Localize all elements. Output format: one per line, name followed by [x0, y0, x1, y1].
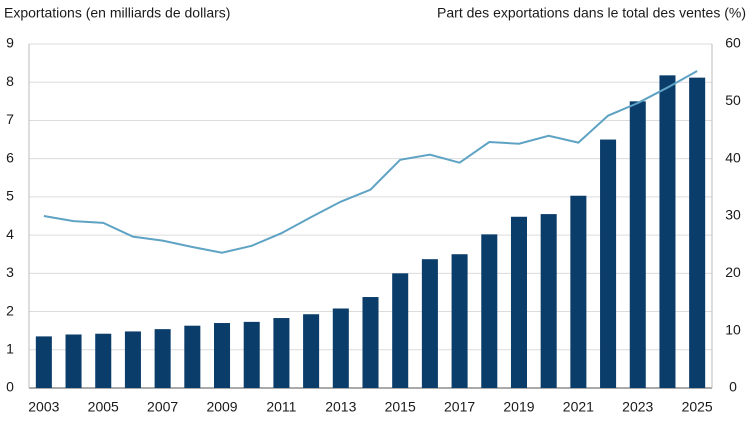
x-tick-label: 2021 [563, 399, 594, 415]
y-tick-label: 9 [6, 35, 14, 51]
bar [481, 234, 498, 388]
y-tick-label: 8 [6, 73, 14, 89]
y2-tick-label: 60 [725, 35, 741, 51]
bar [303, 314, 320, 388]
bar [154, 329, 171, 388]
y2-tick-label: 10 [725, 321, 741, 337]
y-tick-label: 5 [6, 188, 14, 204]
bar [689, 77, 706, 388]
y-tick-label: 0 [6, 379, 14, 395]
y-tick-label: 2 [6, 302, 14, 318]
x-tick-label: 2019 [503, 399, 534, 415]
y-tick-label: 6 [6, 149, 14, 165]
y2-tick-label: 40 [725, 149, 741, 165]
y-tick-label: 3 [6, 264, 14, 280]
x-tick-label: 2005 [88, 399, 119, 415]
bar [600, 139, 617, 388]
x-tick-label: 2013 [325, 399, 356, 415]
y-tick-label: 7 [6, 111, 14, 127]
y-tick-label: 4 [6, 226, 14, 242]
y2-axis-title: Part des exportations dans le total des … [437, 5, 746, 21]
bar [451, 254, 468, 388]
y-axis-title: Exportations (en milliards de dollars) [4, 5, 230, 21]
bar [35, 336, 52, 388]
x-tick-label: 2003 [28, 399, 59, 415]
y2-tick-label: 0 [729, 379, 737, 395]
bar [65, 334, 82, 388]
y-tick-label: 1 [6, 340, 14, 356]
bar [362, 297, 379, 388]
bar [421, 259, 438, 388]
bar [95, 333, 112, 388]
bar [243, 321, 260, 388]
line [43, 70, 698, 254]
x-tick-label: 2009 [206, 399, 237, 415]
bar [332, 308, 349, 388]
x-tick-label: 2017 [444, 399, 475, 415]
x-tick-label: 2025 [682, 399, 713, 415]
bar [540, 214, 557, 388]
bar [214, 323, 231, 388]
y2-tick-label: 30 [725, 207, 741, 223]
bar [510, 216, 527, 388]
bar [124, 331, 141, 388]
y2-tick-label: 50 [725, 92, 741, 108]
bar [570, 195, 587, 388]
x-tick-label: 2015 [385, 399, 416, 415]
bar [273, 318, 290, 388]
y2-tick-label: 20 [725, 264, 741, 280]
bar [659, 75, 676, 388]
x-tick-label: 2007 [147, 399, 178, 415]
x-tick-label: 2011 [266, 399, 296, 415]
bar [392, 273, 409, 388]
bar [184, 325, 201, 388]
x-tick-label: 2023 [622, 399, 653, 415]
bar [629, 101, 646, 388]
